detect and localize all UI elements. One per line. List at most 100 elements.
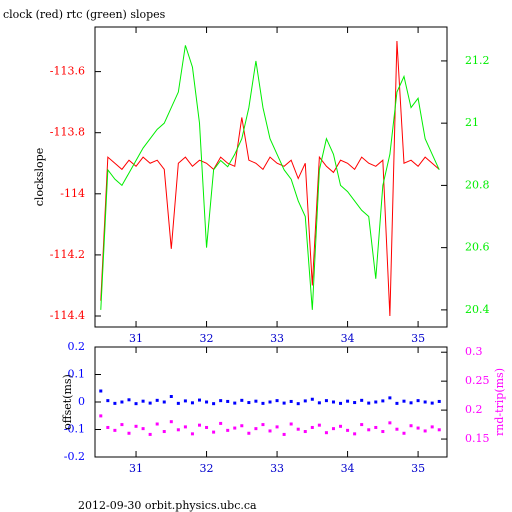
point xyxy=(226,428,230,432)
point xyxy=(353,401,357,405)
y-tick-label: 0.2 xyxy=(68,340,86,353)
point xyxy=(148,401,152,405)
point xyxy=(99,389,103,393)
point xyxy=(374,425,378,429)
point xyxy=(226,399,230,403)
point xyxy=(275,399,279,403)
point xyxy=(212,430,216,434)
y-tick-label: -113.8 xyxy=(50,126,85,139)
y2-tick-label: 20.4 xyxy=(465,303,490,316)
point xyxy=(127,431,131,435)
point xyxy=(430,425,434,429)
point xyxy=(360,398,364,402)
point xyxy=(346,428,350,432)
point xyxy=(324,399,328,403)
point xyxy=(141,399,145,403)
point xyxy=(106,425,110,429)
point xyxy=(409,424,413,428)
point xyxy=(374,400,378,404)
point xyxy=(198,423,201,427)
point xyxy=(275,425,279,429)
y-tick-label: -114 xyxy=(60,187,85,200)
y-tick-label: 0 xyxy=(78,395,85,408)
series-line xyxy=(100,41,440,317)
x-tick-label: 32 xyxy=(200,332,214,345)
point xyxy=(183,399,187,403)
point xyxy=(99,414,103,418)
point xyxy=(120,423,124,427)
point xyxy=(155,398,159,402)
point xyxy=(423,429,427,433)
point xyxy=(289,399,293,403)
point xyxy=(388,396,392,400)
point xyxy=(120,400,124,404)
point xyxy=(416,426,420,430)
point xyxy=(261,401,265,405)
point xyxy=(339,424,343,428)
y-axis-label: clockslope xyxy=(33,148,46,206)
y2-tick-label: 0.25 xyxy=(465,374,490,387)
point xyxy=(423,400,427,404)
point xyxy=(198,398,201,402)
y2-axis-label: rnd-trip(ms) xyxy=(493,368,506,436)
point xyxy=(205,425,209,429)
point xyxy=(268,429,272,433)
point xyxy=(303,399,307,403)
point xyxy=(395,427,399,431)
x-tick-label: 35 xyxy=(411,462,425,475)
point xyxy=(176,401,180,405)
x-tick-label: 33 xyxy=(270,462,284,475)
point xyxy=(134,424,138,428)
point xyxy=(106,399,110,403)
point xyxy=(190,401,194,405)
point xyxy=(296,427,300,431)
x-tick-label: 35 xyxy=(411,332,425,345)
point xyxy=(303,430,307,434)
point xyxy=(430,401,434,405)
y-tick-label: 0.1 xyxy=(68,368,86,381)
y-tick-label: -0.1 xyxy=(64,423,85,436)
x-tick-label: 34 xyxy=(341,462,355,475)
point xyxy=(367,428,371,432)
x-tick-label: 34 xyxy=(341,332,355,345)
point xyxy=(367,401,371,405)
point xyxy=(409,401,413,405)
point xyxy=(247,401,251,405)
point xyxy=(134,402,138,406)
point xyxy=(402,431,406,435)
point xyxy=(176,428,180,432)
y-axis-label: offset(ms) xyxy=(61,374,74,430)
point xyxy=(346,399,350,403)
plot-frame xyxy=(94,26,448,328)
point xyxy=(148,432,152,436)
point xyxy=(127,398,131,402)
point xyxy=(162,430,166,434)
point xyxy=(233,426,237,430)
point xyxy=(437,428,441,432)
point xyxy=(162,400,166,404)
point xyxy=(353,432,357,436)
chart-title: clock (red) rtc (green) slopes xyxy=(3,8,166,21)
point xyxy=(155,422,159,426)
point xyxy=(388,421,392,425)
point xyxy=(141,427,145,431)
y-tick-label: -114.2 xyxy=(50,248,85,261)
x-tick-label: 32 xyxy=(200,462,214,475)
point xyxy=(212,402,216,406)
point xyxy=(205,400,209,404)
point xyxy=(416,399,420,403)
point xyxy=(113,428,117,432)
point xyxy=(254,427,258,431)
point xyxy=(317,401,321,405)
point xyxy=(254,399,258,403)
y2-tick-label: 0.3 xyxy=(465,345,483,358)
point xyxy=(381,399,385,403)
y-tick-label: -113.6 xyxy=(50,65,85,78)
point xyxy=(360,423,364,427)
point xyxy=(296,402,300,406)
footer: 2012-09-30 orbit.physics.ubc.ca xyxy=(78,499,257,512)
point xyxy=(169,395,173,398)
point xyxy=(219,421,223,425)
y2-tick-label: 20.8 xyxy=(465,178,490,191)
